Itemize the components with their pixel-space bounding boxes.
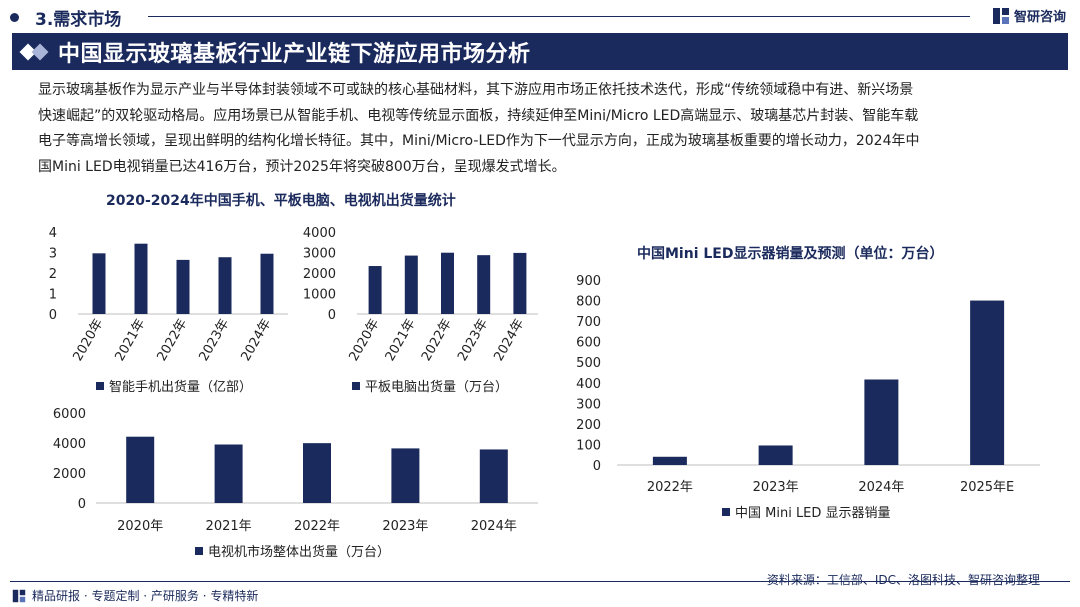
tablet-bar: [441, 252, 454, 314]
miniled-y-tick-label: 400: [576, 377, 601, 392]
tablet-x-tick-label: 2024年: [491, 317, 527, 364]
tv-y-tick-label: 6000: [53, 407, 86, 422]
miniled-legend-label: 中国 Mini LED 显示器销量: [735, 506, 891, 521]
phone-bar: [218, 257, 232, 314]
tv-legend-label: 电视机市场整体出货量（万台）: [208, 544, 390, 560]
tablet-bar: [477, 255, 491, 314]
phone-y-tick-label: 3: [49, 247, 57, 262]
miniled-y-tick-label: 100: [576, 438, 601, 453]
tv-x-tick-label: 2022年: [294, 519, 340, 534]
miniled-y-tick-label: 0: [593, 459, 601, 474]
title-banner: 中国显示玻璃基板行业产业链下游应用市场分析: [12, 33, 1068, 70]
page-title: 中国显示玻璃基板行业产业链下游应用市场分析: [58, 41, 531, 67]
phone-x-tick-label: 2022年: [154, 317, 190, 364]
miniled-bar: [970, 300, 1005, 465]
brand-logo-icon: [992, 7, 1009, 24]
bullet-icon: [10, 12, 19, 22]
intro-line: 快速崛起”的双轮驱动格局。应用场景已从智能手机、电视等传统显示面板，持续延伸至M…: [38, 107, 919, 124]
phone-legend-label: 智能手机出货量（亿部）: [109, 379, 252, 395]
phone-y-tick-label: 2: [49, 267, 57, 282]
tablet-legend-swatch: [352, 382, 360, 390]
section-label: 3.需求市场: [10, 6, 122, 30]
tablet-x-tick-label: 2023年: [455, 317, 491, 364]
phone-y-tick-label: 4: [49, 226, 57, 241]
tablet-y-tick-label: 1000: [303, 288, 336, 303]
tablet-x-tick-label: 2020年: [347, 317, 383, 364]
left-charts-title: 2020-2024年中国手机、平板电脑、电视机出货量统计: [106, 193, 456, 209]
brand-name: 智研咨询: [1013, 10, 1066, 25]
tablet-y-tick-label: 3000: [303, 247, 336, 262]
miniled-y-tick-label: 600: [576, 336, 601, 351]
tv-y-tick-label: 2000: [53, 467, 86, 482]
miniled-x-tick-label: 2024年: [858, 480, 904, 495]
phone-y-tick-label: 0: [49, 308, 57, 323]
tv-bar: [479, 449, 508, 503]
miniled-legend-swatch: [722, 508, 730, 516]
miniled-x-tick-label: 2025年E: [960, 480, 1014, 495]
phone-x-tick-label: 2020年: [70, 317, 106, 364]
phone-bar: [92, 253, 106, 314]
footer-text: 精品研报 · 专题定制 · 产研服务 · 专精特新: [32, 589, 259, 603]
miniled-bar: [864, 379, 899, 465]
intro-line: 电子等高增长领域，呈现出鲜明的结构化增长特征。其中，Mini/Micro-LED…: [38, 133, 920, 149]
phone-bar: [260, 253, 274, 314]
tablet-bar: [404, 255, 418, 314]
tv-x-tick-label: 2023年: [382, 519, 428, 534]
section-label-text: 3.需求市场: [35, 9, 122, 30]
intro-paragraph: 显示玻璃基板作为显示产业与半导体封装领域不可或缺的核心基础材料，其下游应用市场正…: [38, 78, 1044, 180]
phone-x-tick-label: 2024年: [238, 317, 274, 364]
tablet-y-tick-label: 2000: [303, 267, 336, 282]
tv-x-tick-label: 2021年: [206, 519, 252, 534]
phone-y-tick-label: 1: [49, 288, 57, 303]
tv-legend-swatch: [195, 547, 203, 555]
footer-tagline: 精品研报 · 专题定制 · 产研服务 · 专精特新: [12, 587, 258, 604]
tablet-legend-label: 平板电脑出货量（万台）: [365, 379, 508, 395]
tv-y-tick-label: 4000: [53, 437, 86, 452]
brand-logo-icon: [12, 589, 26, 602]
miniled-y-tick-label: 800: [576, 295, 601, 310]
tv-bar: [303, 443, 331, 503]
miniled-x-tick-label: 2023年: [753, 480, 799, 495]
tv-x-tick-label: 2024年: [471, 519, 517, 534]
tablet-bar: [368, 266, 382, 314]
tablet-x-tick-label: 2022年: [419, 317, 455, 364]
phone-x-tick-label: 2023年: [196, 317, 232, 364]
brand-logo: 智研咨询: [992, 6, 1066, 25]
header-divider: [148, 16, 970, 17]
tablet-x-tick-label: 2021年: [383, 317, 419, 364]
tablet-y-tick-label: 4000: [303, 226, 336, 241]
miniled-y-tick-label: 200: [576, 418, 601, 433]
tv-bar: [214, 444, 243, 503]
intro-line: 国Mini LED电视销量已达416万台，预计2025年将突破800万台，呈现爆…: [38, 158, 566, 175]
phone-legend-swatch: [96, 382, 104, 390]
phone-bar: [176, 259, 190, 314]
tv-bar: [391, 448, 420, 503]
miniled-y-tick-label: 700: [576, 315, 601, 330]
footer: 精品研报 · 专题定制 · 产研服务 · 专精特新: [10, 581, 1070, 607]
intro-line: 显示玻璃基板作为显示产业与半导体封装领域不可或缺的核心基础材料，其下游应用市场正…: [38, 82, 914, 98]
tablet-y-tick-label: 0: [328, 308, 336, 323]
miniled-bar: [758, 445, 793, 465]
miniled-y-tick-label: 900: [576, 274, 601, 289]
tv-x-tick-label: 2020年: [117, 519, 163, 534]
tv-bar: [126, 436, 155, 503]
tv-y-tick-label: 0: [78, 497, 86, 512]
miniled-x-tick-label: 2022年: [647, 480, 693, 495]
source-note: 资料来源：工信部、IDC、洛图科技、智研咨询整理: [766, 573, 1040, 587]
miniled-y-tick-label: 300: [576, 397, 601, 412]
phone-x-tick-label: 2021年: [112, 317, 148, 364]
miniled-bar: [652, 456, 687, 465]
miniled-chart-title: 中国Mini LED显示器销量及预测（单位：万台）: [637, 246, 944, 262]
tablet-bar: [513, 252, 527, 314]
phone-bar: [134, 243, 148, 314]
miniled-y-tick-label: 500: [576, 356, 601, 371]
